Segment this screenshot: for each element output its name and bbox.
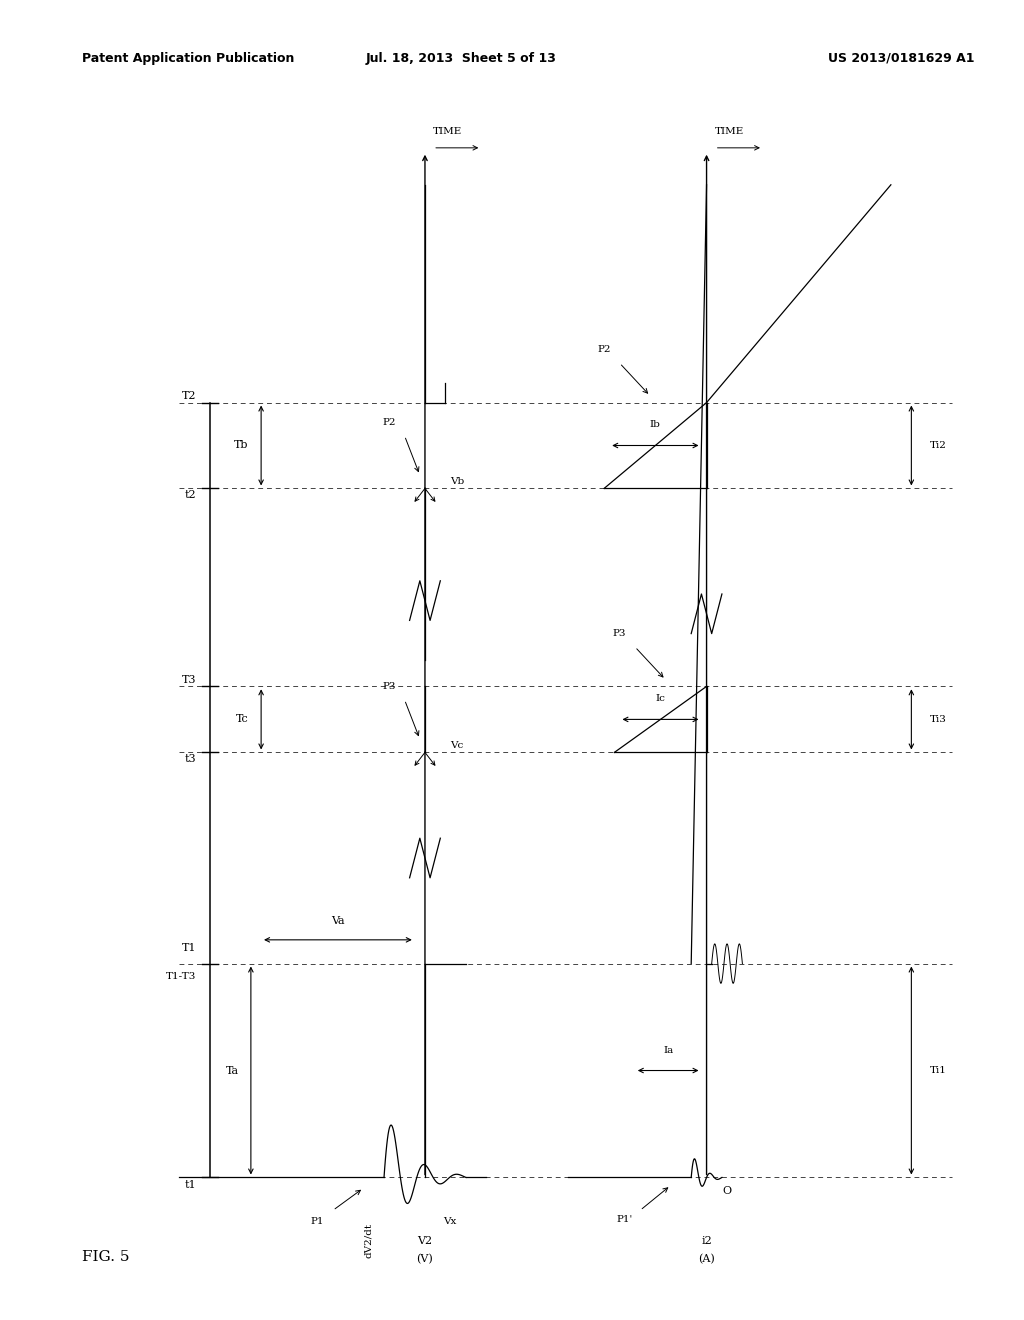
Text: T1-T3: T1-T3	[166, 973, 197, 981]
Text: (A): (A)	[698, 1254, 715, 1265]
Text: P1': P1'	[616, 1216, 633, 1224]
Text: P1: P1	[310, 1217, 325, 1225]
Text: Ti3: Ti3	[930, 715, 946, 723]
Text: (V): (V)	[417, 1254, 433, 1265]
Text: Ic: Ic	[655, 694, 666, 702]
Text: O: O	[722, 1185, 731, 1196]
Text: Jul. 18, 2013  Sheet 5 of 13: Jul. 18, 2013 Sheet 5 of 13	[366, 51, 556, 65]
Text: V2: V2	[418, 1236, 432, 1246]
Text: dV2/dt: dV2/dt	[365, 1224, 373, 1258]
Text: Ia: Ia	[663, 1047, 674, 1055]
Text: US 2013/0181629 A1: US 2013/0181629 A1	[827, 51, 975, 65]
Text: Va: Va	[331, 916, 345, 927]
Text: P2: P2	[597, 346, 611, 354]
Text: P3: P3	[382, 682, 396, 690]
Text: Tc: Tc	[237, 714, 249, 725]
Text: Patent Application Publication: Patent Application Publication	[82, 51, 294, 65]
Text: Ib: Ib	[650, 420, 660, 429]
Text: Ta: Ta	[225, 1065, 239, 1076]
Text: FIG. 5: FIG. 5	[82, 1250, 129, 1263]
Text: P2: P2	[382, 418, 396, 426]
Text: Ti1: Ti1	[930, 1067, 946, 1074]
Text: TIME: TIME	[715, 128, 744, 136]
Text: Vx: Vx	[443, 1217, 457, 1225]
Text: T1: T1	[182, 942, 197, 953]
Text: t2: t2	[185, 490, 197, 500]
Text: P3: P3	[612, 630, 627, 638]
Text: t1: t1	[185, 1180, 197, 1191]
Text: i2: i2	[701, 1236, 712, 1246]
Text: Tb: Tb	[234, 441, 249, 450]
Text: TIME: TIME	[433, 128, 463, 136]
Text: Ti2: Ti2	[930, 441, 946, 450]
Text: Vb: Vb	[451, 478, 465, 486]
Text: T3: T3	[182, 675, 197, 685]
Text: t3: t3	[185, 754, 197, 764]
Text: Vc: Vc	[451, 742, 464, 750]
Text: T2: T2	[182, 391, 197, 401]
